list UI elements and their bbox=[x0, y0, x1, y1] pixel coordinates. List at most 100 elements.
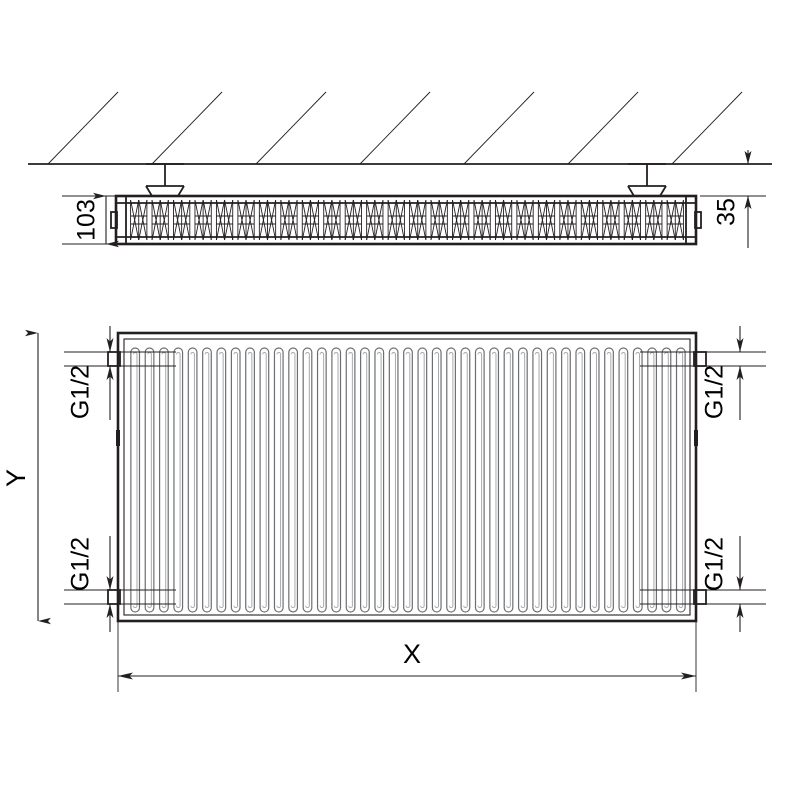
front-fin bbox=[489, 347, 500, 613]
g12-top-left-text: G1/2 bbox=[67, 365, 95, 419]
front-fin bbox=[316, 347, 327, 613]
g12-bottom-left-text: G1/2 bbox=[67, 537, 95, 591]
convector-zigzag bbox=[546, 199, 556, 241]
front-fin bbox=[431, 347, 442, 613]
convector-zigzag bbox=[331, 199, 341, 241]
front-view-group: G1/2 G1/2 G1/2 bbox=[1, 326, 766, 692]
front-fin-inner-line bbox=[147, 352, 152, 608]
convector-zigzag bbox=[245, 199, 255, 241]
convector-zigzag bbox=[537, 199, 547, 241]
front-fin-inner-line bbox=[477, 352, 483, 608]
front-fin-inner-line bbox=[319, 352, 325, 608]
convector-zigzag bbox=[130, 199, 140, 241]
front-fin-inner-line bbox=[290, 352, 296, 608]
front-fin-inner-line bbox=[549, 352, 554, 608]
convector-zigzag bbox=[151, 199, 161, 241]
convector-zigzag bbox=[653, 199, 663, 241]
front-fin-inner-line bbox=[491, 352, 497, 608]
front-fin-inner-line bbox=[348, 352, 353, 608]
front-fin-inner-line bbox=[649, 352, 655, 608]
front-fin-inner-line bbox=[233, 352, 239, 608]
convector-zigzag bbox=[224, 199, 234, 241]
front-fin bbox=[273, 347, 284, 613]
depth-dimension-text: 103 bbox=[73, 199, 101, 241]
front-fin bbox=[388, 347, 399, 613]
front-fin-inner-line bbox=[132, 352, 138, 608]
front-fin-inner-line bbox=[678, 352, 684, 608]
top-view-group: 103 35 bbox=[28, 91, 772, 248]
front-fin-inner-line bbox=[606, 352, 612, 608]
front-fin-inner-line bbox=[175, 352, 181, 608]
front-fin bbox=[474, 347, 485, 613]
front-fin bbox=[202, 347, 212, 613]
front-fin-inner-line bbox=[577, 352, 583, 608]
front-fin bbox=[589, 347, 600, 613]
mount-bracket-right bbox=[627, 163, 667, 197]
convector-zigzag bbox=[494, 199, 505, 241]
convector-zigzag bbox=[473, 199, 483, 241]
front-fin-inner-line bbox=[463, 352, 468, 608]
front-fin-inner-line bbox=[305, 352, 310, 608]
front-fin-inner-line bbox=[190, 352, 195, 608]
convector-zigzag bbox=[460, 199, 470, 241]
front-fin bbox=[216, 347, 227, 613]
front-fin bbox=[618, 347, 629, 613]
front-fin bbox=[144, 347, 155, 613]
front-fin bbox=[460, 347, 471, 613]
convector-zigzag bbox=[666, 199, 676, 241]
convector-zigzag bbox=[267, 199, 277, 241]
convector-zigzag bbox=[280, 199, 290, 241]
dim-g12-bottom-left: G1/2 bbox=[64, 536, 176, 632]
front-fin bbox=[575, 347, 586, 613]
front-fin-pack bbox=[130, 347, 686, 613]
front-fin-inner-line bbox=[219, 352, 224, 608]
dim-height-y: Y bbox=[1, 329, 51, 625]
convector-zigzag bbox=[481, 199, 491, 241]
convector-zigzag bbox=[181, 199, 191, 241]
convector-zigzag bbox=[194, 199, 204, 241]
convector-zigzag bbox=[645, 199, 655, 241]
radiator-front-panel-inner bbox=[123, 338, 691, 616]
height-dimension-text: Y bbox=[1, 469, 31, 487]
convector-zigzag bbox=[417, 199, 427, 241]
front-fin-inner-line bbox=[391, 352, 396, 608]
front-fin bbox=[345, 347, 356, 613]
front-fin bbox=[230, 347, 241, 613]
front-fin bbox=[532, 347, 543, 613]
g12-top-right-text: G1/2 bbox=[701, 365, 729, 419]
convector-zigzag bbox=[452, 199, 462, 241]
convector-zigzag bbox=[610, 199, 620, 241]
front-fin bbox=[675, 347, 686, 613]
front-fin bbox=[403, 347, 413, 613]
front-fin-inner-line bbox=[420, 352, 425, 608]
front-fin-inner-line bbox=[405, 352, 411, 608]
convector-zigzag bbox=[258, 199, 268, 241]
convector-zigzag bbox=[430, 199, 440, 241]
convector-zigzag bbox=[588, 199, 599, 241]
wall-gap-dimension-text: 35 bbox=[713, 198, 741, 226]
front-fin bbox=[604, 347, 614, 613]
front-fin bbox=[158, 347, 169, 613]
convector-zigzag bbox=[352, 199, 362, 241]
convector-zigzag bbox=[567, 199, 577, 241]
convector-zigzag bbox=[395, 199, 405, 241]
front-fin bbox=[632, 347, 643, 613]
front-fin bbox=[259, 347, 270, 613]
convector-zigzag bbox=[674, 199, 684, 241]
convector-zigzag bbox=[173, 199, 183, 241]
convector-zigzag bbox=[202, 199, 212, 241]
front-fin bbox=[546, 347, 557, 613]
front-fin-inner-line bbox=[161, 352, 167, 608]
convector-zigzag bbox=[559, 199, 569, 241]
front-fin bbox=[245, 347, 255, 613]
front-fin-inner-line bbox=[534, 352, 540, 608]
convector-fin-pack bbox=[130, 199, 684, 241]
front-fin-inner-line bbox=[204, 352, 210, 608]
width-dimension-text: X bbox=[403, 639, 421, 669]
side-valve-right-icon bbox=[694, 430, 698, 446]
front-fin bbox=[503, 347, 514, 613]
front-fin-inner-line bbox=[664, 352, 669, 608]
convector-zigzag bbox=[623, 199, 633, 241]
front-fin bbox=[561, 347, 571, 613]
